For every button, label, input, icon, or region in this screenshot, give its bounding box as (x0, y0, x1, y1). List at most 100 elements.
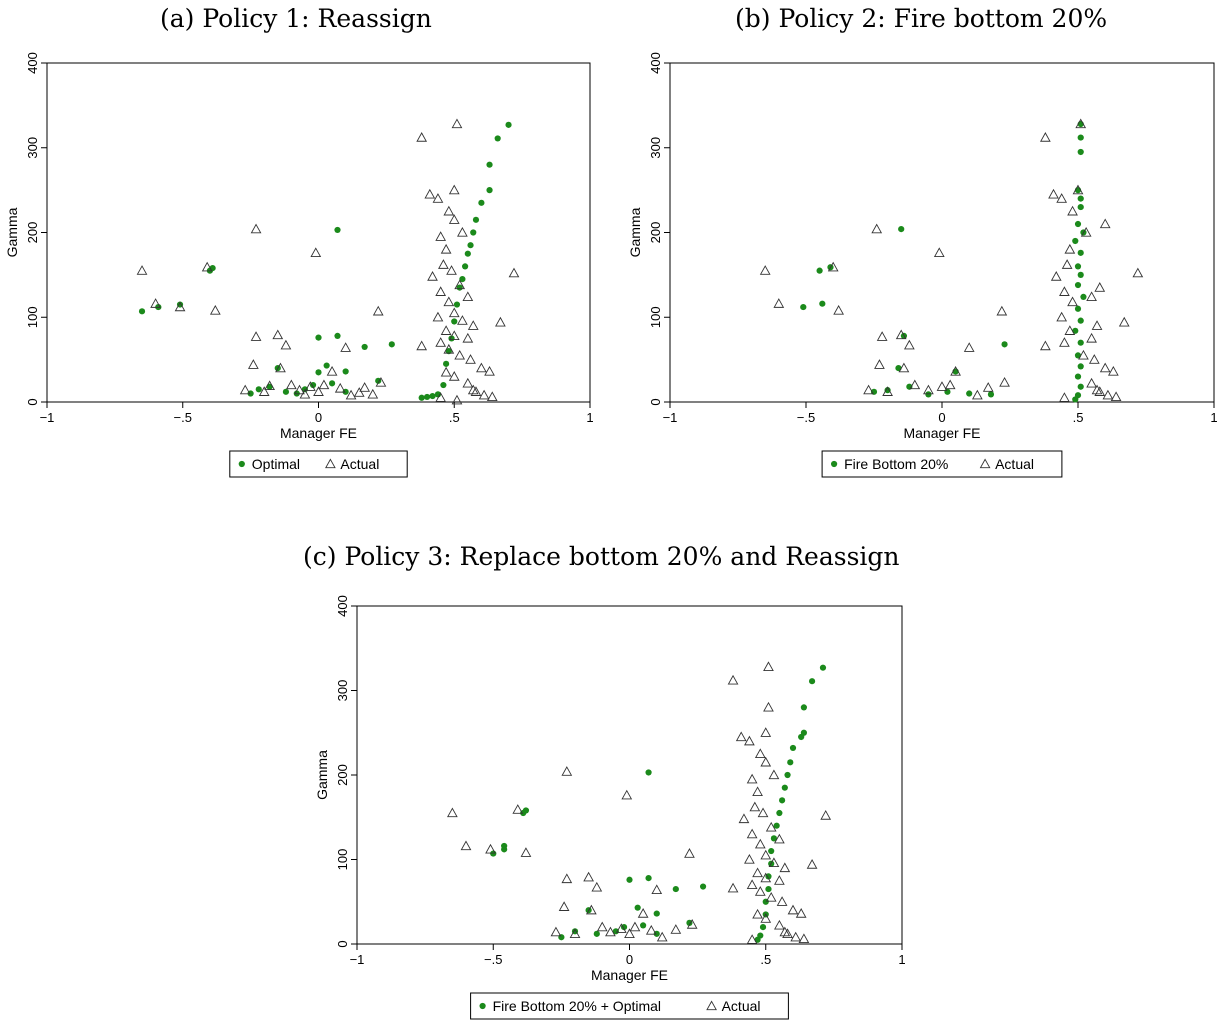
optimal-point (1077, 271, 1084, 278)
legend-box (470, 992, 789, 1020)
actual-point (435, 337, 447, 347)
actual-point (605, 926, 616, 937)
actual-point (264, 380, 275, 391)
actual-point (615, 923, 627, 933)
actual-point (1102, 389, 1114, 400)
actual-point (424, 188, 436, 199)
optimal-point (816, 267, 823, 274)
actual-point (304, 381, 316, 391)
actual-point (583, 871, 594, 882)
optimal-point (266, 383, 273, 390)
optimal-point (819, 664, 827, 671)
optimal-point (315, 334, 322, 341)
actual-point (435, 392, 447, 402)
actual-point (438, 259, 449, 269)
actual-point (359, 382, 371, 392)
actual-point (790, 931, 802, 942)
actual-point (1039, 132, 1051, 142)
optimal-point (1072, 396, 1079, 403)
actual-point (367, 388, 379, 399)
y-tick-label: 100 (648, 306, 663, 328)
actual-point (746, 879, 758, 889)
actual-point (462, 332, 474, 343)
actual-point (621, 789, 633, 800)
actual-point (280, 339, 292, 350)
x-tick-label: 0 (315, 410, 322, 425)
legend-optimal-label: Fire Bottom 20% + Optimal (493, 998, 661, 1014)
optimal-point (255, 386, 262, 393)
actual-point (923, 384, 934, 395)
optimal-point (1074, 220, 1082, 228)
legend-optimal-marker (238, 460, 245, 468)
actual-point (876, 331, 888, 341)
optimal-point (1077, 339, 1084, 346)
optimal-point (1077, 148, 1084, 156)
actual-point (285, 379, 297, 390)
actual-point (310, 247, 322, 257)
actual-point (757, 807, 769, 818)
x-tick-label: .5 (760, 952, 771, 967)
optimal-point (640, 922, 647, 929)
optimal-point (779, 797, 786, 804)
y-tick-label: 200 (648, 222, 663, 244)
actual-point (820, 810, 832, 820)
actual-point (759, 265, 771, 275)
actual-point (752, 908, 763, 919)
actual-point (561, 766, 573, 776)
legend: Optimal Actual (229, 450, 408, 478)
legend: Fire Bottom 20% Actual (821, 450, 1063, 478)
actual-point (486, 391, 498, 402)
actual-point (596, 921, 608, 932)
panel-b-title: (b) Policy 2: Fire bottom 20% (735, 4, 1108, 33)
actual-point (272, 329, 284, 340)
actual-point (765, 821, 777, 832)
actual-point (440, 325, 452, 335)
actual-point (903, 339, 915, 350)
actual-point (863, 384, 874, 395)
actual-point (1107, 365, 1119, 376)
optimal-point (1074, 263, 1082, 270)
optimal-point (699, 883, 707, 890)
optimal-point (819, 300, 826, 307)
actual-point (637, 908, 649, 918)
actual-point (440, 243, 452, 254)
x-tick-label: 0 (626, 952, 633, 967)
actual-point (432, 311, 444, 322)
optimal-point (522, 807, 530, 814)
legend-actual-label: Actual (995, 456, 1034, 472)
actual-point (950, 365, 961, 376)
optimal-point (672, 885, 679, 893)
actual-point (443, 296, 455, 307)
actual-point (749, 801, 761, 812)
optimal-point (645, 769, 652, 776)
actual-point (996, 305, 1008, 316)
actual-point (645, 924, 657, 935)
actual-point (1094, 386, 1106, 396)
actual-point (353, 387, 365, 397)
optimal-point (558, 934, 565, 941)
actual-point (451, 394, 463, 405)
actual-point (478, 389, 490, 400)
actual-point (909, 379, 921, 390)
optimal-point (462, 263, 469, 270)
x-tick-label: −1 (663, 410, 678, 425)
actual-point (776, 896, 788, 906)
optimal-point (486, 187, 493, 194)
actual-point (1099, 218, 1111, 229)
y-tick-label: 200 (335, 764, 350, 786)
actual-point (1110, 391, 1122, 402)
actual-point (1132, 267, 1144, 278)
y-axis-label: Gamma (4, 207, 20, 257)
actual-point (670, 924, 682, 934)
legend-actual-label: Actual (340, 456, 379, 472)
y-tick-label: 400 (648, 52, 663, 74)
optimal-point (418, 394, 425, 401)
optimal-point (505, 121, 512, 128)
actual-point (454, 279, 466, 290)
actual-point (763, 661, 774, 671)
actual-point (1091, 320, 1103, 330)
optimal-point (1077, 317, 1084, 324)
